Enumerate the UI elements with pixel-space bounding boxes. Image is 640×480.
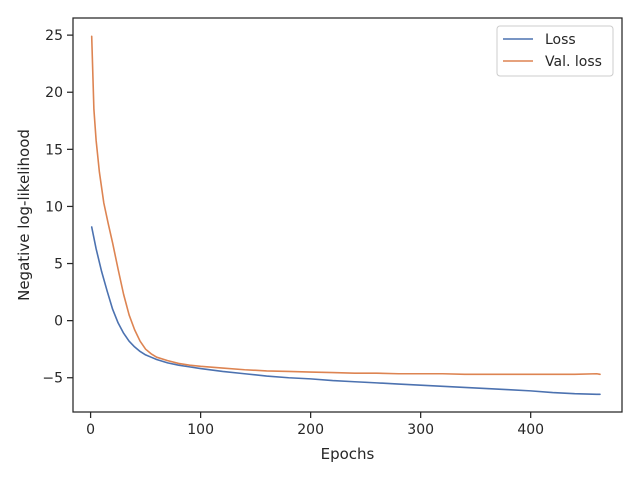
- y-tick-label: 10: [45, 199, 63, 215]
- x-tick-label: 200: [297, 422, 324, 438]
- x-tick-label: 400: [517, 422, 544, 438]
- y-tick-label: 25: [45, 28, 63, 44]
- x-tick-label: 0: [86, 422, 95, 438]
- y-tick-label: −5: [42, 371, 63, 387]
- y-tick-label: 5: [54, 257, 63, 273]
- series-line-val-loss: [90, 35, 601, 376]
- plot-area: [90, 35, 601, 396]
- legend-label-loss: Loss: [545, 32, 576, 48]
- y-axis: −5 0 5 10 15 20 25: [42, 28, 73, 387]
- legend-label-val-loss: Val. loss: [545, 54, 602, 70]
- y-axis-label: Negative log-likelihood: [15, 129, 33, 301]
- x-axis-label: Epochs: [321, 445, 375, 463]
- x-axis: 0 100 200 300 400: [86, 412, 544, 438]
- x-tick-label: 100: [187, 422, 214, 438]
- y-tick-label: 15: [45, 142, 63, 158]
- y-tick-label: 20: [45, 85, 63, 101]
- y-tick-label: 0: [54, 314, 63, 330]
- legend: Loss Val. loss: [496, 25, 614, 77]
- x-tick-label: 300: [407, 422, 434, 438]
- series-line-loss: [90, 226, 601, 396]
- plot-frame: [72, 17, 623, 413]
